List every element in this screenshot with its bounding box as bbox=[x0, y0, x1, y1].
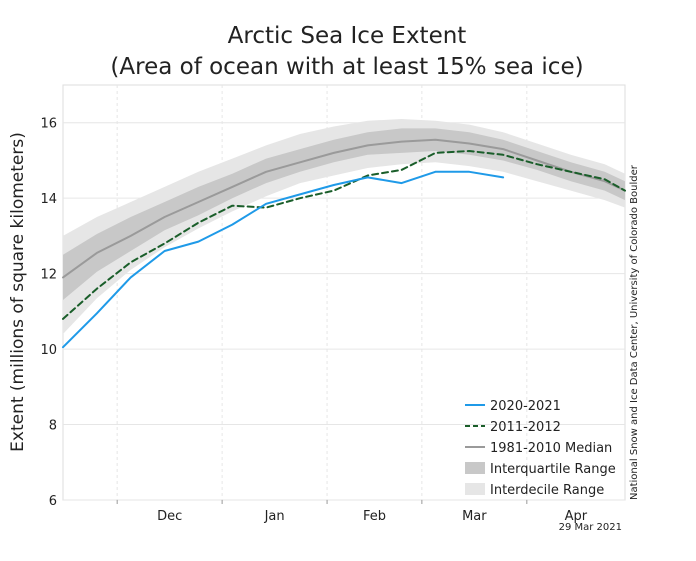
y-tick-label: 8 bbox=[49, 419, 57, 434]
plot-area bbox=[62, 84, 626, 501]
legend-swatch bbox=[465, 462, 485, 474]
credit-text: National Snow and Ice Data Center, Unive… bbox=[629, 164, 640, 500]
x-tick-label: Dec bbox=[157, 509, 182, 524]
y-tick-label: 16 bbox=[40, 117, 57, 132]
x-tick-label: Jan bbox=[264, 509, 285, 524]
series-line-2020-2021 bbox=[62, 170, 505, 349]
y-axis: 6 8 10 12 14 16 bbox=[40, 117, 57, 509]
x-tick-label: Feb bbox=[363, 509, 386, 524]
y-tick-label: 10 bbox=[40, 343, 57, 358]
y-tick-label: 12 bbox=[40, 268, 57, 283]
x-tick-label: Apr bbox=[565, 509, 588, 524]
legend-label: 1981-2010 Median bbox=[490, 441, 612, 456]
x-axis: Dec Jan Feb Mar Apr bbox=[116, 500, 588, 524]
y-axis-label: Extent (millions of square kilometers) bbox=[8, 132, 28, 452]
legend-swatch bbox=[465, 483, 485, 495]
interdecile-band bbox=[63, 119, 625, 334]
grid-layer bbox=[63, 85, 625, 501]
legend-label: 2011-2012 bbox=[490, 420, 561, 435]
series-line-1981-2010-median bbox=[62, 138, 626, 279]
date-stamp: 29 Mar 2021 bbox=[559, 522, 622, 533]
x-tick-label: Mar bbox=[462, 509, 487, 524]
legend: 2020-2021 2011-2012 1981-2010 Median Interq… bbox=[465, 399, 616, 498]
line-layer bbox=[62, 138, 626, 349]
y-tick-label: 14 bbox=[40, 192, 57, 207]
series-line-2011-2012 bbox=[62, 150, 626, 320]
legend-label: Interdecile Range bbox=[490, 483, 604, 498]
interquartile-band bbox=[63, 128, 625, 300]
chart-title-line1: Arctic Sea Ice Extent bbox=[228, 23, 467, 49]
legend-label: Interquartile Range bbox=[490, 462, 616, 477]
y-tick-label: 6 bbox=[49, 494, 57, 509]
legend-label: 2020-2021 bbox=[490, 399, 561, 414]
band-layer bbox=[63, 119, 625, 334]
chart-title-line2: (Area of ocean with at least 15% sea ice… bbox=[110, 54, 583, 80]
